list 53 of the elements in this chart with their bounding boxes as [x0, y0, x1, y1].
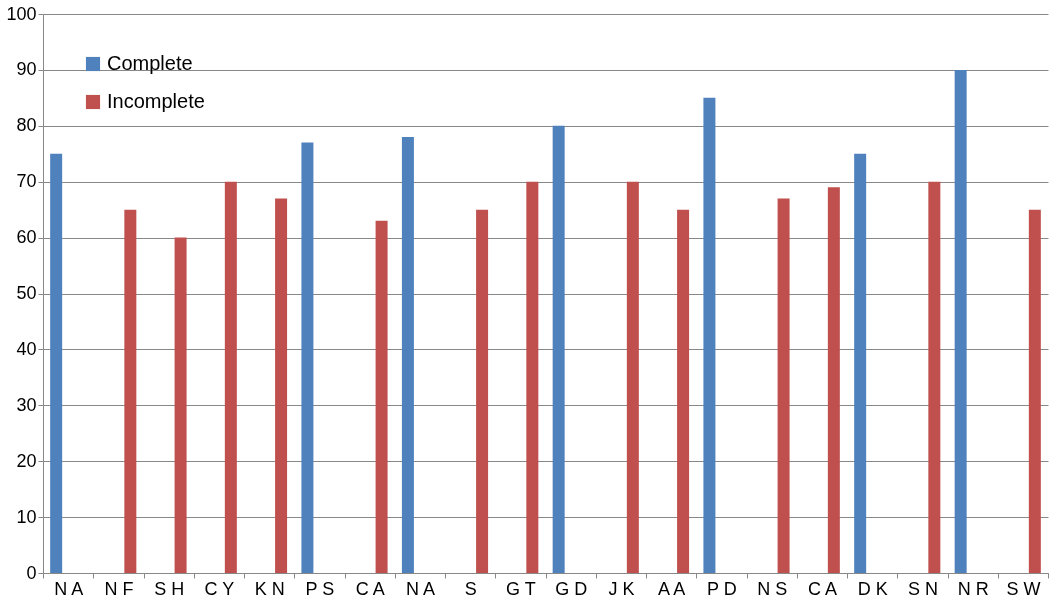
- x-tick-label: J K: [608, 578, 635, 599]
- bar: [174, 237, 187, 573]
- x-tick-label: C Y: [204, 578, 235, 599]
- x-tick-label: C A: [355, 578, 385, 599]
- x-tick-label: S N: [907, 578, 938, 599]
- bar: [476, 209, 489, 573]
- x-tick-label: N S: [757, 578, 788, 599]
- y-tick-label: 70: [16, 171, 37, 192]
- bar: [552, 125, 565, 573]
- x-tick-label: P S: [305, 578, 335, 599]
- y-tick-label: 40: [16, 338, 37, 359]
- x-tick-label: S H: [154, 578, 185, 599]
- bar: [626, 181, 639, 573]
- x-tick-label: N R: [957, 578, 989, 599]
- bar: [124, 209, 137, 573]
- bar: [526, 181, 539, 573]
- y-tick-label: 10: [16, 506, 37, 527]
- y-tick-label: 30: [16, 394, 37, 415]
- y-tick-label: 100: [6, 3, 37, 24]
- x-tick-label: P D: [707, 578, 737, 599]
- x-tick-label: N A: [54, 578, 84, 599]
- x-tick-label: S: [464, 578, 477, 599]
- legend-label: Complete: [107, 52, 193, 74]
- bar: [1028, 209, 1041, 573]
- bar: [677, 209, 690, 573]
- y-tick-label: 90: [16, 59, 37, 80]
- x-tick-label: G D: [555, 578, 588, 599]
- x-tick-label: N F: [104, 578, 134, 599]
- legend-label: Incomplete: [107, 90, 205, 112]
- bar: [928, 181, 941, 573]
- bar: [50, 153, 63, 573]
- bar: [777, 198, 790, 573]
- bar: [954, 69, 967, 573]
- bar: [703, 97, 716, 573]
- x-tick-label: A A: [658, 578, 686, 599]
- y-tick-label: 60: [16, 227, 37, 248]
- y-tick-label: 20: [16, 450, 37, 471]
- bar: [224, 181, 237, 573]
- x-tick-label: S W: [1006, 578, 1041, 599]
- bar: [827, 187, 840, 573]
- y-tick-label: 0: [26, 562, 37, 583]
- x-tick-label: C A: [807, 578, 837, 599]
- y-tick-label: 80: [16, 115, 37, 136]
- bar: [401, 136, 414, 573]
- x-tick-label: D K: [857, 578, 888, 599]
- y-tick-label: 50: [16, 283, 37, 303]
- x-tick-label: K N: [254, 578, 285, 599]
- bar: [301, 142, 314, 573]
- x-tick-label: N A: [405, 578, 435, 599]
- bar: [854, 153, 867, 573]
- bar: [275, 198, 288, 573]
- bar: [375, 220, 388, 573]
- x-tick-label: G T: [506, 578, 536, 599]
